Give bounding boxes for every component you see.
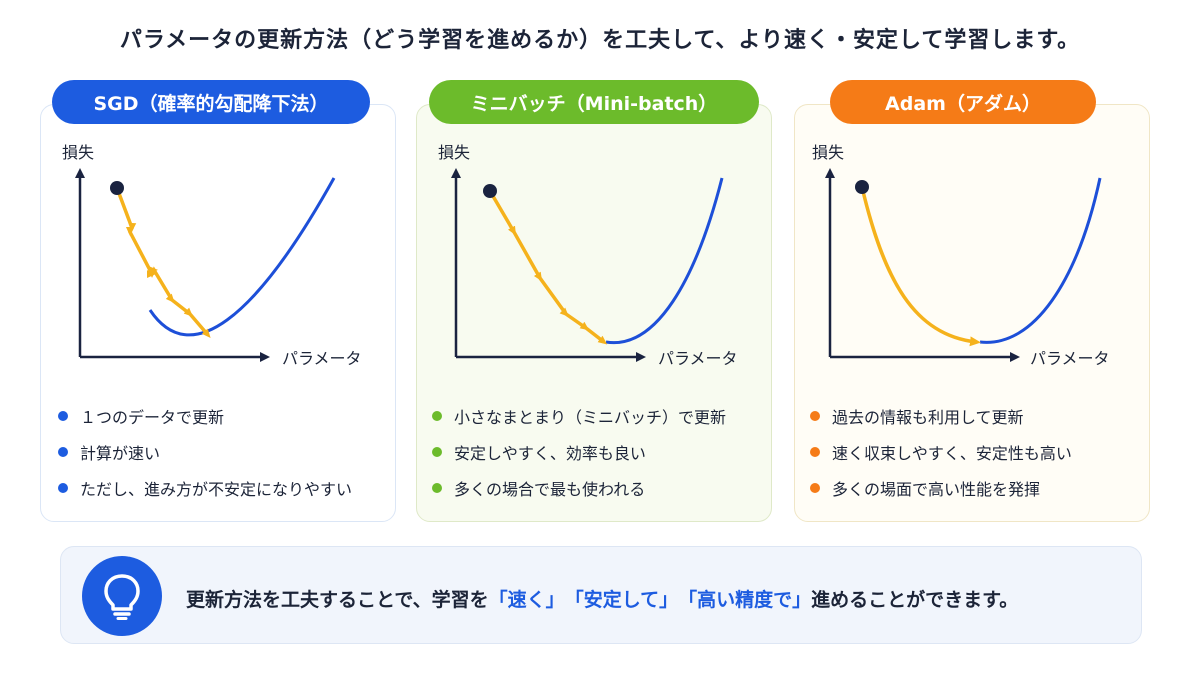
highlight-stable: 「安定して」	[564, 588, 679, 611]
bullet-dot	[432, 483, 442, 493]
lightbulb-icon	[82, 556, 162, 636]
list-item: 小さなまとまり（ミニバッチ）で更新	[432, 398, 772, 434]
sgd-loss-plot: 損失 パラメータ	[62, 143, 362, 368]
bullet-dot	[432, 411, 442, 421]
list-item: ただし、進み方が不安定になりやすい	[58, 470, 398, 506]
sgd-zigzag-path	[115, 187, 211, 339]
adam-title-pill: Adam（アダム）	[830, 80, 1096, 124]
list-item: 速く収束しやすく、安定性も高い	[810, 434, 1150, 470]
sgd-title-pill: SGD（確率的勾配降下法）	[52, 80, 370, 124]
x-axis-label: パラメータ	[1030, 349, 1110, 368]
start-point	[110, 181, 124, 195]
adam-loss-plot: 損失 パラメータ	[812, 143, 1110, 368]
loss-curve	[979, 177, 1102, 344]
minibatch-bullet-list: 小さなまとまり（ミニバッチ）で更新 安定しやすく、効率も良い 多くの場合で最も使…	[432, 398, 772, 506]
x-axis-label: パラメータ	[282, 349, 362, 368]
minibatch-path	[488, 190, 608, 345]
sgd-card	[40, 104, 396, 522]
bullet-dot	[58, 411, 68, 421]
list-item: １つのデータで更新	[58, 398, 398, 434]
y-axis-label: 損失	[438, 143, 470, 162]
loss-curve	[605, 177, 724, 345]
adam-card	[794, 104, 1150, 522]
list-item: 多くの場合で最も使われる	[432, 470, 772, 506]
list-item: 計算が速い	[58, 434, 398, 470]
bullet-dot	[58, 483, 68, 493]
minibatch-title-pill: ミニバッチ（Mini-batch）	[429, 80, 759, 124]
highlight-fast: 「速く」	[488, 588, 565, 611]
minibatch-loss-plot: 損失 パラメータ	[438, 143, 738, 368]
list-item: 多くの場面で高い性能を発揮	[810, 470, 1150, 506]
adam-bullet-list: 過去の情報も利用して更新 速く収束しやすく、安定性も高い 多くの場面で高い性能を…	[810, 398, 1150, 506]
bullet-dot	[810, 411, 820, 421]
list-item: 過去の情報も利用して更新	[810, 398, 1150, 434]
bullet-dot	[432, 447, 442, 457]
bullet-dot	[58, 447, 68, 457]
bullet-dot	[810, 447, 820, 457]
banner-message: 更新方法を工夫することで、学習を 「速く」 「安定して」 「高い精度で」 進めることがで…	[186, 583, 1018, 613]
start-point	[483, 184, 497, 198]
y-axis-label: 損失	[812, 143, 844, 162]
list-item: 安定しやすく、効率も良い	[432, 434, 772, 470]
bullet-dot	[810, 483, 820, 493]
start-point	[855, 180, 869, 194]
loss-curve	[148, 177, 336, 337]
y-axis-label: 損失	[62, 143, 94, 162]
x-axis-label: パラメータ	[658, 349, 738, 368]
page-title: パラメータの更新方法（どう学習を進めるか）を工夫して、より速く・安定して学習しま…	[119, 28, 1081, 53]
adam-smooth-path	[860, 186, 981, 347]
sgd-bullet-list: １つのデータで更新 計算が速い ただし、進み方が不安定になりやすい	[58, 398, 398, 506]
summary-banner	[60, 546, 1142, 644]
highlight-accurate: 「高い精度で」	[678, 588, 812, 611]
